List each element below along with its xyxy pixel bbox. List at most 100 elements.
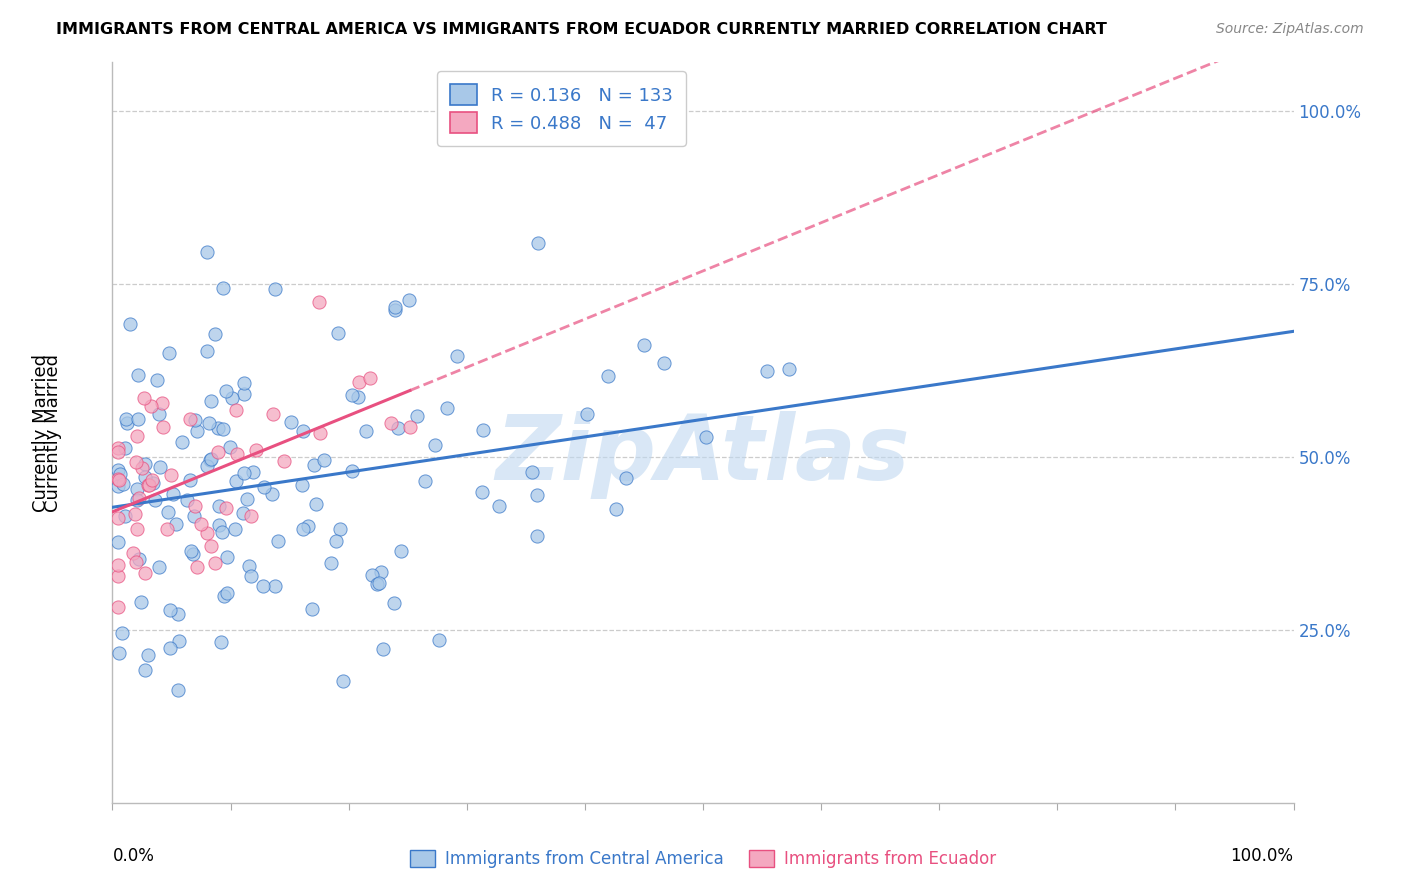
Point [371,641,394,656]
Point [359,371,381,385]
Point [340,464,363,478]
Point [165,516,187,531]
Point [260,487,283,501]
Point [526,529,548,543]
Point [413,474,436,488]
Point [291,424,314,438]
Point [107,511,129,525]
Point [329,522,352,536]
Text: IMMIGRANTS FROM CENTRAL AMERICA VS IMMIGRANTS FROM ECUADOR CURRENTLY MARRIED COR: IMMIGRANTS FROM CENTRAL AMERICA VS IMMIG… [56,22,1107,37]
Point [115,417,138,431]
Point [167,683,190,698]
Point [128,552,150,566]
Point [291,478,314,492]
Point [208,517,231,532]
Point [204,556,226,570]
Point [114,509,136,524]
Point [280,416,302,430]
Point [197,459,219,474]
Point [183,508,205,523]
Point [652,356,675,370]
Point [125,493,148,508]
Point [186,425,208,439]
Point [221,391,243,405]
Point [273,454,295,468]
Point [160,467,183,482]
Point [384,596,406,610]
Point [225,402,247,417]
Point [778,362,800,376]
Point [446,349,468,363]
Point [167,634,190,648]
Point [125,555,148,569]
Point [633,338,655,352]
Point [195,525,218,540]
Point [155,522,177,536]
Point [111,477,134,491]
Point [264,579,287,593]
Point [245,442,267,457]
Point [267,534,290,549]
Point [215,384,238,399]
Point [200,539,222,553]
Point [121,546,143,560]
Point [240,509,263,524]
Point [200,393,222,408]
Point [127,412,149,426]
Point [107,472,129,486]
Point [152,420,174,434]
Point [114,441,136,455]
Point [225,474,247,488]
Point [142,476,165,491]
Point [152,396,174,410]
Point [197,245,219,260]
Point [125,522,148,536]
Point [384,300,406,314]
Point [695,430,717,444]
Point [384,302,406,317]
Point [198,416,221,430]
Point [488,500,510,514]
Point [128,491,150,506]
Point [111,626,134,640]
Point [148,407,170,421]
Text: Currently Married: Currently Married [45,353,62,512]
Point [125,429,148,443]
Point [370,565,392,579]
Point [212,589,235,603]
Point [167,607,190,621]
Point [398,293,420,307]
Point [297,519,319,533]
Point [195,343,218,358]
Point [204,326,226,341]
Point [124,455,146,469]
Point [118,317,141,331]
Point [134,458,156,472]
Point [308,294,330,309]
Point [321,557,343,571]
Point [107,535,129,549]
Legend: R = 0.136   N = 133, R = 0.488   N =  47: R = 0.136 N = 133, R = 0.488 N = 47 [437,71,686,145]
Point [127,368,149,382]
Point [107,558,129,573]
Point [242,465,264,479]
Point [134,392,156,406]
Point [181,547,204,561]
Text: 100.0%: 100.0% [1230,847,1294,865]
Point [471,484,494,499]
Point [308,426,330,441]
Point [219,440,242,454]
Point [136,648,159,662]
Point [520,465,543,479]
Point [332,673,354,688]
Point [225,447,247,461]
Point [224,522,246,536]
Point [472,423,495,437]
Point [149,460,172,475]
Point [134,470,156,484]
Point [347,390,370,404]
Point [232,466,254,480]
Point [380,416,402,430]
Text: 0.0%: 0.0% [112,847,155,865]
Point [208,499,231,513]
